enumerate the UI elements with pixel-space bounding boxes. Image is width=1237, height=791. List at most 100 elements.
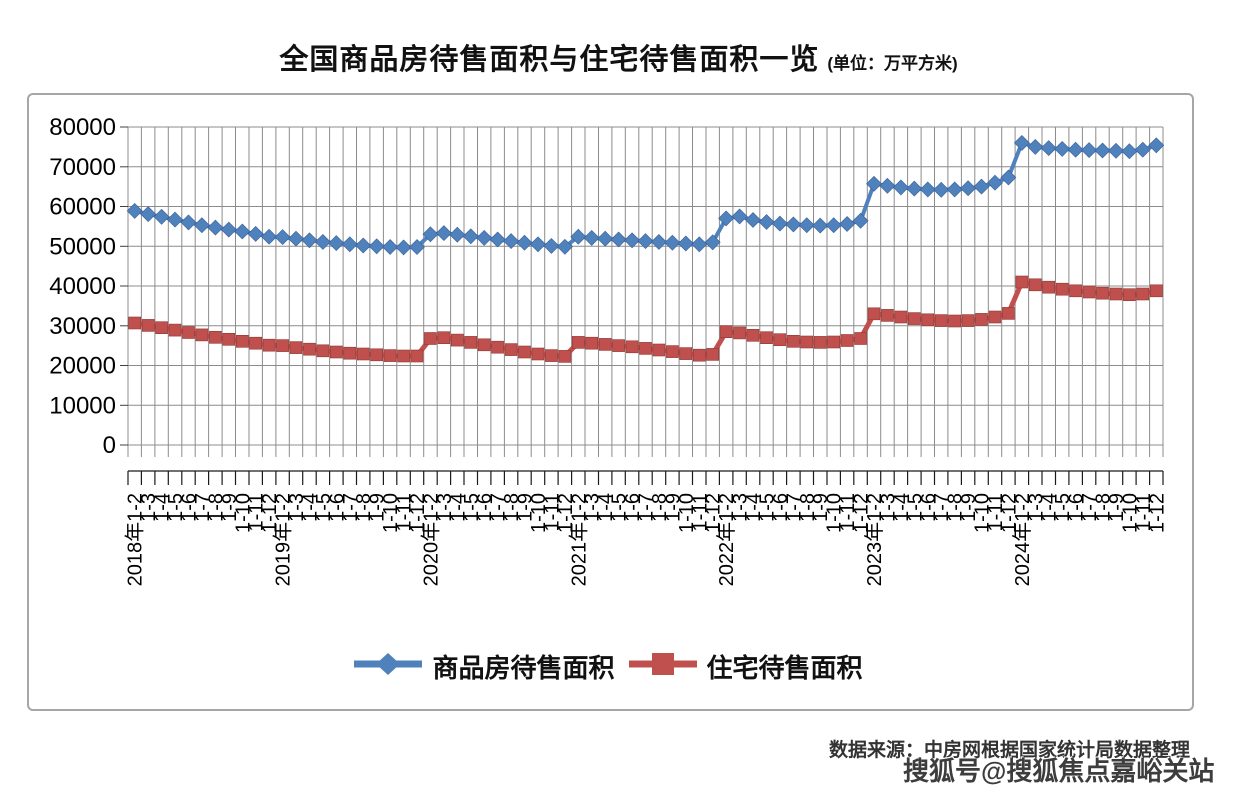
data-point-diamond [530,236,546,253]
data-point-square [1055,282,1069,296]
data-point-square [195,328,209,342]
data-point-square [518,345,531,359]
data-point-diamond [301,232,318,249]
x-axis-label: 1-11 [246,493,268,532]
x-axis-label: 1-3 [877,493,899,522]
data-point-square [760,331,773,345]
data-point-diamond [207,219,224,236]
x-axis-label: 1-6 [918,493,940,522]
y-axis-label: 40000 [49,273,116,300]
legend-item-residential: 住宅待售面积 [628,648,863,685]
data-point-diamond [1054,140,1071,157]
x-axis-label: 2021年1-2 [567,493,590,586]
data-point-square [988,310,1002,324]
x-axis-label: 1-7 [783,493,805,522]
data-point-square [961,314,975,327]
data-point-square [666,345,679,358]
x-axis-label: 1-7 [488,493,510,522]
x-axis-label: 1-6 [1066,493,1088,522]
data-point-square [343,346,357,360]
x-axis-label: 1-9 [515,493,537,522]
data-point-square [1002,307,1015,320]
data-point-diamond [220,221,237,238]
data-point-square [867,307,881,321]
data-point-square [625,340,639,354]
data-point-square [706,348,720,361]
x-axis-label: 1-8 [353,493,375,522]
data-point-square [719,325,733,339]
x-axis-label: 1-8 [945,493,967,522]
x-axis-label: 1-7 [340,493,362,522]
data-point-diamond [1040,140,1057,157]
data-point-square [1096,286,1109,300]
x-axis-label: 2020年1-2 [419,493,442,586]
x-axis-label: 1-4 [743,493,765,522]
legend-marker-square-icon [628,650,697,683]
legend-label-residential: 住宅待售面积 [706,653,863,683]
data-point-square [598,338,612,351]
x-axis-label: 1-5 [313,493,335,522]
chart-title: 全国商品房待售面积与住宅待售面积一览 (单位：万平方米) [0,36,1237,78]
data-point-square [531,347,545,361]
data-point-square [329,345,343,359]
x-axis-label: 1-10 [232,493,254,533]
chart-legend: 商品房待售面积 住宅待售面积 [27,648,1190,685]
data-point-square [182,326,195,339]
data-point-diamond [1134,141,1151,158]
data-point-square [383,349,397,362]
data-point-square [209,330,222,344]
x-axis-label: 1-5 [609,493,631,522]
data-point-square [370,348,384,362]
x-axis-labels: 2018年1-21-31-41-51-61-71-81-91-101-111-1… [124,493,1169,586]
data-point-diamond [153,208,170,225]
data-point-diamond [247,225,264,242]
data-point-diamond [355,237,372,254]
data-point-square [141,319,155,332]
chart-title-unit: (单位：万平方米) [827,54,958,73]
x-axis-label: 1-8 [501,493,523,522]
y-axis-label: 10000 [49,392,116,419]
data-point-square [639,342,652,355]
x-axis-label: 1-12 [1146,493,1168,533]
data-point-square [450,333,464,347]
x-axis-label: 1-4 [1039,493,1061,522]
data-point-diamond [1013,134,1030,151]
data-point-square [787,334,800,348]
x-axis-label: 1-3 [582,493,604,522]
x-axis-label: 2023年1-2 [863,493,886,586]
data-point-square [840,334,854,347]
data-point-diamond [610,231,627,248]
y-axis-labels: 0 10000 20000 30000 40000 50000 60000 70000 8000… [49,114,116,459]
data-point-square [504,343,518,356]
data-point-diamond [489,231,506,248]
data-point-diamond [462,228,479,245]
y-axis-label: 80000 [49,114,116,141]
x-axis-label: 1-10 [824,493,846,533]
data-point-square [1069,284,1082,298]
data-point-square [410,349,424,363]
x-axis-tick-comb [127,470,1164,485]
chart-plot: 0 10000 20000 30000 40000 50000 60000 70000 8000… [49,114,1169,586]
data-point-square [800,335,814,349]
data-point-diamond [180,214,197,231]
data-point-square [276,339,289,352]
data-point-square [491,340,504,354]
y-axis-label: 20000 [49,353,116,380]
data-point-square [612,339,625,352]
x-axis-label: 1-4 [152,493,174,522]
data-point-diamond [933,181,950,198]
x-axis-label: 1-10 [676,493,698,533]
data-point-diamond [731,208,748,225]
y-axis-label: 70000 [49,154,116,181]
data-point-diamond [328,235,345,252]
data-point-square [585,336,599,350]
data-point-diamond [677,235,694,252]
data-point-diamond [839,216,856,232]
data-point-diamond [906,180,923,197]
data-point-diamond [718,210,735,227]
data-point-diamond [1108,142,1124,159]
data-point-diamond [637,233,654,250]
x-axis-label: 1-11 [1133,493,1155,532]
data-point-square [155,321,168,335]
data-point-square [1029,278,1042,292]
